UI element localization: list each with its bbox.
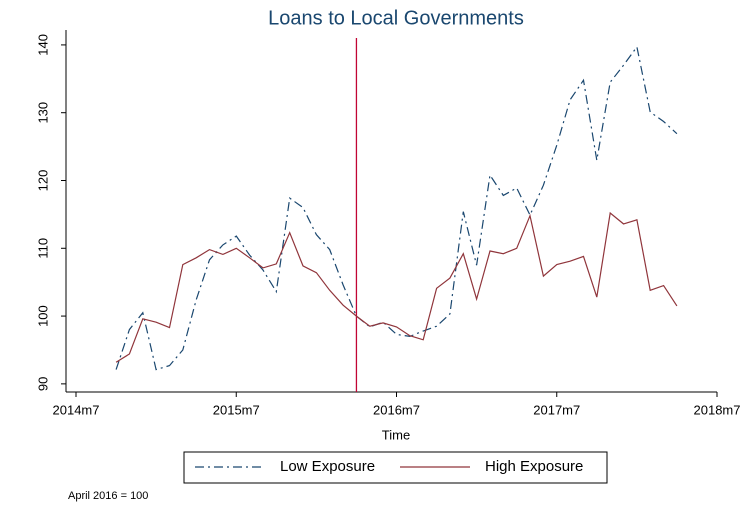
y-tick-label: 130 (35, 102, 50, 124)
series-line (115, 45, 678, 371)
x-tick-label: 2014m7 (53, 402, 100, 417)
x-tick-label: 2018m7 (694, 402, 741, 417)
series-line (115, 211, 678, 363)
x-tick-label: 2016m7 (373, 402, 420, 417)
x-axis-title: Time (382, 427, 410, 442)
y-tick-label: 90 (35, 377, 50, 391)
y-tick-label: 140 (35, 34, 50, 56)
note: April 2016 = 100 (68, 490, 148, 502)
x-tick-label: 2017m7 (533, 402, 580, 417)
x-tick-label: 2015m7 (213, 402, 260, 417)
y-tick-label: 120 (35, 170, 50, 192)
legend-label: High Exposure (485, 458, 583, 475)
chart-title: Loans to Local Governments (268, 7, 524, 29)
y-tick-label: 110 (35, 238, 50, 259)
y-tick-label: 100 (35, 305, 50, 327)
legend-label: Low Exposure (280, 458, 375, 475)
